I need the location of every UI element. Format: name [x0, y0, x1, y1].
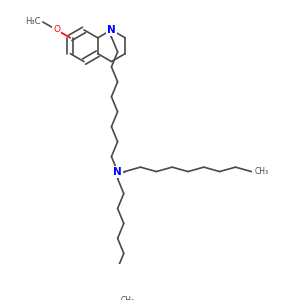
Text: CH₃: CH₃	[121, 296, 135, 300]
Text: H₃C: H₃C	[26, 17, 41, 26]
Text: CH₃: CH₃	[255, 167, 269, 176]
Text: N: N	[107, 25, 116, 35]
Text: O: O	[53, 26, 60, 34]
Text: N: N	[113, 167, 122, 177]
